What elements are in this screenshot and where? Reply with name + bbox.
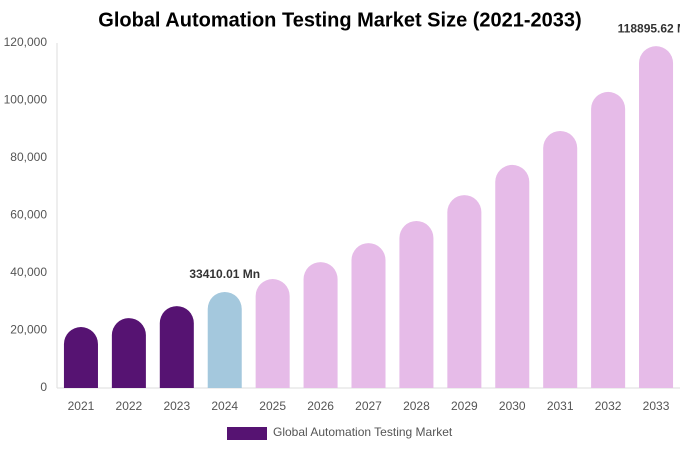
x-tick-label: 2021	[68, 399, 95, 413]
x-tick-label: 2023	[163, 399, 190, 413]
bar	[639, 46, 674, 389]
bar	[399, 220, 434, 388]
bar	[495, 164, 530, 388]
legend-swatch	[227, 427, 267, 440]
bar	[543, 130, 578, 388]
y-tick-label: 100,000	[4, 93, 48, 107]
bar	[447, 195, 482, 388]
y-tick-label: 20,000	[10, 323, 47, 337]
x-tick-label: 2029	[451, 399, 478, 413]
bar	[591, 91, 626, 388]
legend-label: Global Automation Testing Market	[273, 425, 453, 439]
x-tick-label: 2032	[595, 399, 622, 413]
x-tick-label: 2022	[116, 399, 143, 413]
bar	[63, 327, 98, 388]
bar	[159, 306, 194, 388]
bar	[303, 262, 338, 388]
x-tick-label: 2024	[211, 399, 238, 413]
chart-title: Global Automation Testing Market Size (2…	[98, 9, 581, 31]
x-tick-label: 2026	[307, 399, 334, 413]
x-tick-label: 2030	[499, 399, 526, 413]
x-tick-label: 2028	[403, 399, 430, 413]
value-label: 33410.01 Mn	[189, 267, 260, 281]
x-tick-label: 2031	[547, 399, 574, 413]
bar	[111, 318, 146, 388]
y-tick-label: 120,000	[4, 35, 48, 49]
value-label: 118895.62 Mn	[618, 21, 680, 35]
bar	[207, 291, 242, 388]
bar	[255, 279, 290, 388]
x-tick-label: 2033	[643, 399, 670, 413]
y-tick-label: 0	[40, 380, 47, 394]
x-tick-label: 2027	[355, 399, 382, 413]
y-tick-label: 80,000	[10, 150, 47, 164]
y-tick-label: 40,000	[10, 265, 47, 279]
x-tick-label: 2025	[259, 399, 286, 413]
y-tick-label: 60,000	[10, 208, 47, 222]
bar	[351, 243, 386, 388]
